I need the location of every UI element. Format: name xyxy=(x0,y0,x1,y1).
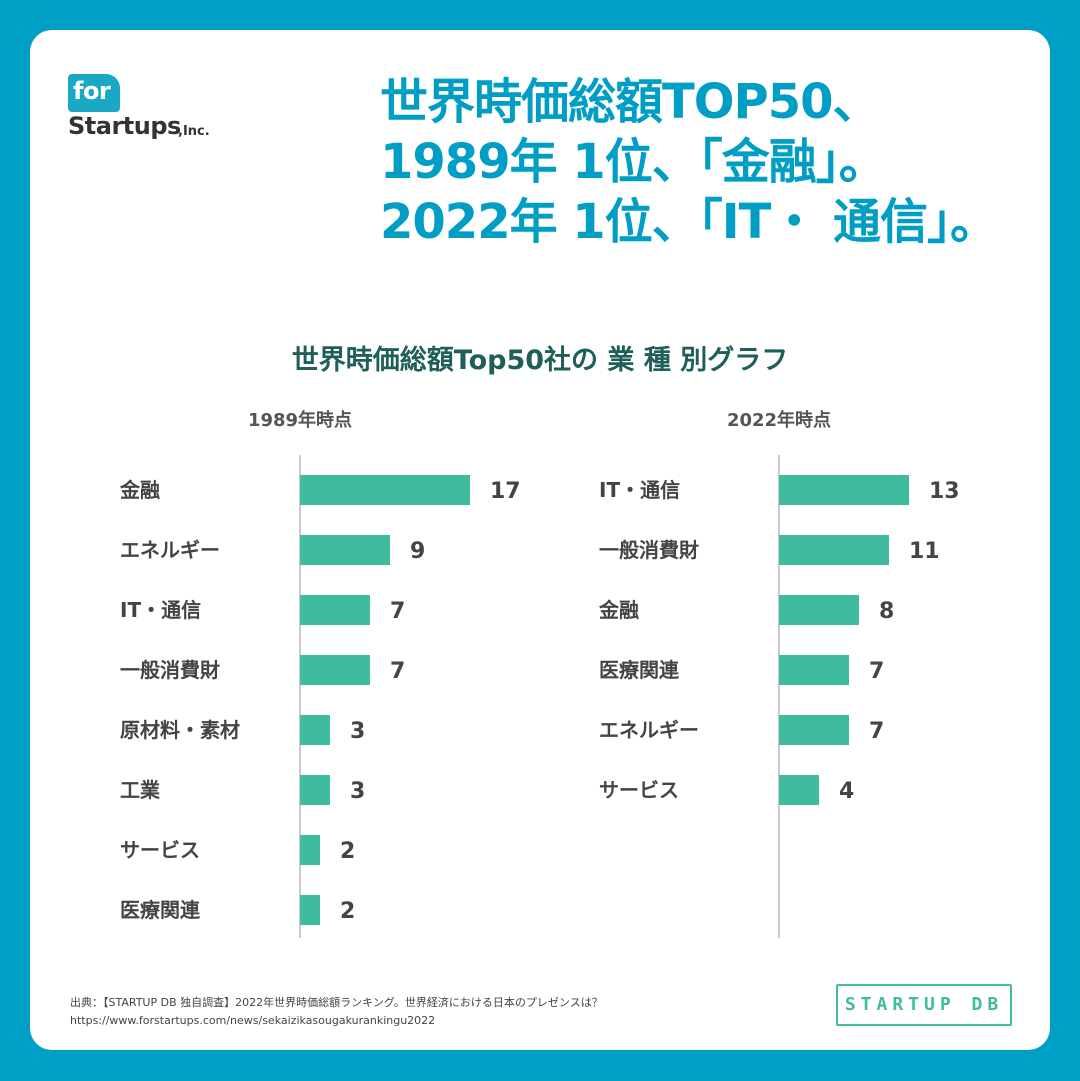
bar xyxy=(779,475,909,505)
category-label: IT・通信 xyxy=(599,478,680,502)
category-label: 金融 xyxy=(598,598,639,622)
category-label: 医療関連 xyxy=(599,658,680,682)
data-label: 3 xyxy=(350,719,365,744)
data-label: 2 xyxy=(340,899,355,924)
bar xyxy=(779,535,889,565)
source-text: 出典：【STARTUP DB 独自調査】2022年世界時価総額ランキング。世界経… xyxy=(70,996,603,1009)
source-url: https://www.forstartups.com/news/sekaizi… xyxy=(70,1014,436,1027)
data-label: 7 xyxy=(390,659,405,684)
data-label: 7 xyxy=(869,719,884,744)
source-footer: 出典：【STARTUP DB 独自調査】2022年世界時価総額ランキング。世界経… xyxy=(70,994,830,1030)
category-label: 一般消費財 xyxy=(120,658,220,682)
category-label: 原材料・素材 xyxy=(120,718,240,742)
data-label: 9 xyxy=(410,539,425,564)
bar xyxy=(300,835,320,865)
bar xyxy=(300,715,330,745)
chart-title: 世界時価総額Top50社の 業 種 別グラフ xyxy=(291,345,789,376)
logo-suffix-text: ,Inc. xyxy=(178,124,210,139)
data-label: 7 xyxy=(869,659,884,684)
data-label: 7 xyxy=(390,599,405,624)
panel-title-1: 1989年時点 xyxy=(248,409,352,431)
category-label: IT・通信 xyxy=(120,598,201,622)
bar xyxy=(779,775,819,805)
category-label: 一般消費財 xyxy=(599,538,699,562)
data-label: 2 xyxy=(340,839,355,864)
data-label: 17 xyxy=(490,479,521,504)
headline-line-1: 世界時価総額TOP50、 xyxy=(380,74,881,130)
bar xyxy=(779,715,849,745)
data-label: 4 xyxy=(839,779,854,804)
category-label: サービス xyxy=(120,838,200,862)
category-label: サービス xyxy=(599,778,679,802)
panel-title-2: 2022年時点 xyxy=(727,409,831,431)
data-label: 13 xyxy=(929,479,960,504)
category-label: エネルギー xyxy=(599,718,699,742)
logo-name-text: Startups xyxy=(68,112,181,140)
headline: 世界時価総額TOP50、 1989年 1位、「金融」。 2022年 1位、「IT… xyxy=(380,72,1040,252)
infographic-card: for Startups ,Inc. 世界時価総額TOP50、 1989年 1位… xyxy=(30,30,1050,1050)
category-label: 医療関連 xyxy=(120,898,201,922)
bar xyxy=(779,655,849,685)
forstartups-logo: for Startups ,Inc. xyxy=(68,74,228,154)
startup-db-logo: STARTUP DB xyxy=(836,984,1012,1026)
category-label: エネルギー xyxy=(120,538,220,562)
data-label: 8 xyxy=(879,599,894,624)
logo-badge: for xyxy=(68,74,120,112)
bar xyxy=(300,535,390,565)
bar xyxy=(300,595,370,625)
category-label: 工業 xyxy=(120,778,161,802)
data-label: 3 xyxy=(350,779,365,804)
category-label: 金融 xyxy=(119,478,160,502)
headline-line-3: 2022年 1位、「IT・ 通信」。 xyxy=(380,194,998,250)
bar xyxy=(779,595,859,625)
headline-line-2: 1989年 1位、「金融」。 xyxy=(380,134,887,190)
bar xyxy=(300,895,320,925)
bar xyxy=(300,655,370,685)
bar xyxy=(300,775,330,805)
data-label: 11 xyxy=(909,539,940,564)
logo-for-text: for xyxy=(73,77,111,105)
bar xyxy=(300,475,470,505)
